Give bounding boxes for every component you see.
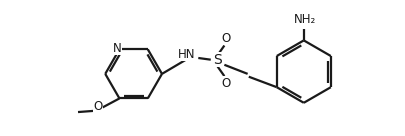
Text: N: N: [113, 42, 121, 55]
Text: H: H: [185, 49, 193, 59]
Text: O: O: [221, 32, 230, 45]
Text: S: S: [213, 53, 222, 67]
Text: NH₂: NH₂: [294, 13, 316, 27]
Text: methoxy: methoxy: [62, 102, 123, 116]
Text: O: O: [221, 77, 230, 90]
Text: O: O: [93, 100, 102, 113]
Text: HN: HN: [178, 47, 195, 61]
